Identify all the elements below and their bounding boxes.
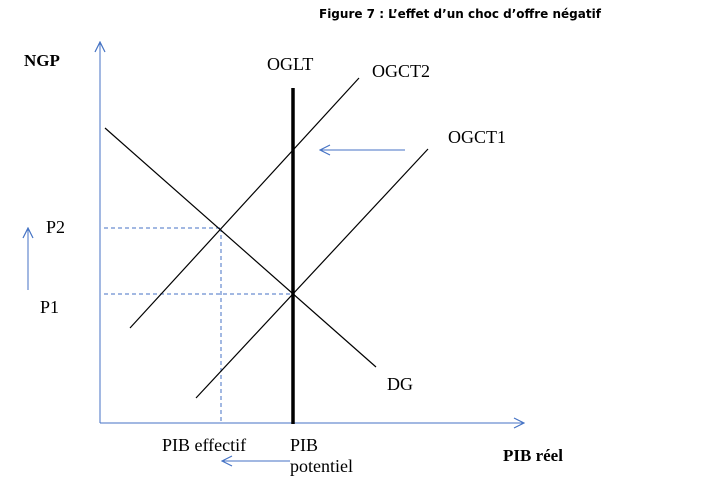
ogct2-label: OGCT2 [372,61,430,81]
effective-gdp-label: PIB effectif [162,435,246,455]
oglt-label: OGLT [267,54,313,74]
dg-label: DG [387,374,413,394]
x-axis-label: PIB réel [503,446,563,465]
potential-gdp-label-line1: PIB [290,435,318,455]
ogct1-curve [195,148,429,399]
p1-label: P1 [40,297,59,317]
figure-title: Figure 7 : L’effet d’un choc d’offre nég… [319,7,602,21]
ogct1-label: OGCT1 [448,127,506,147]
ogct2-curve [129,77,360,329]
dg-curve [104,127,377,368]
y-axis-label: NGP [24,51,60,70]
potential-gdp-label-line2: potentiel [290,456,353,476]
p2-label: P2 [46,217,65,237]
